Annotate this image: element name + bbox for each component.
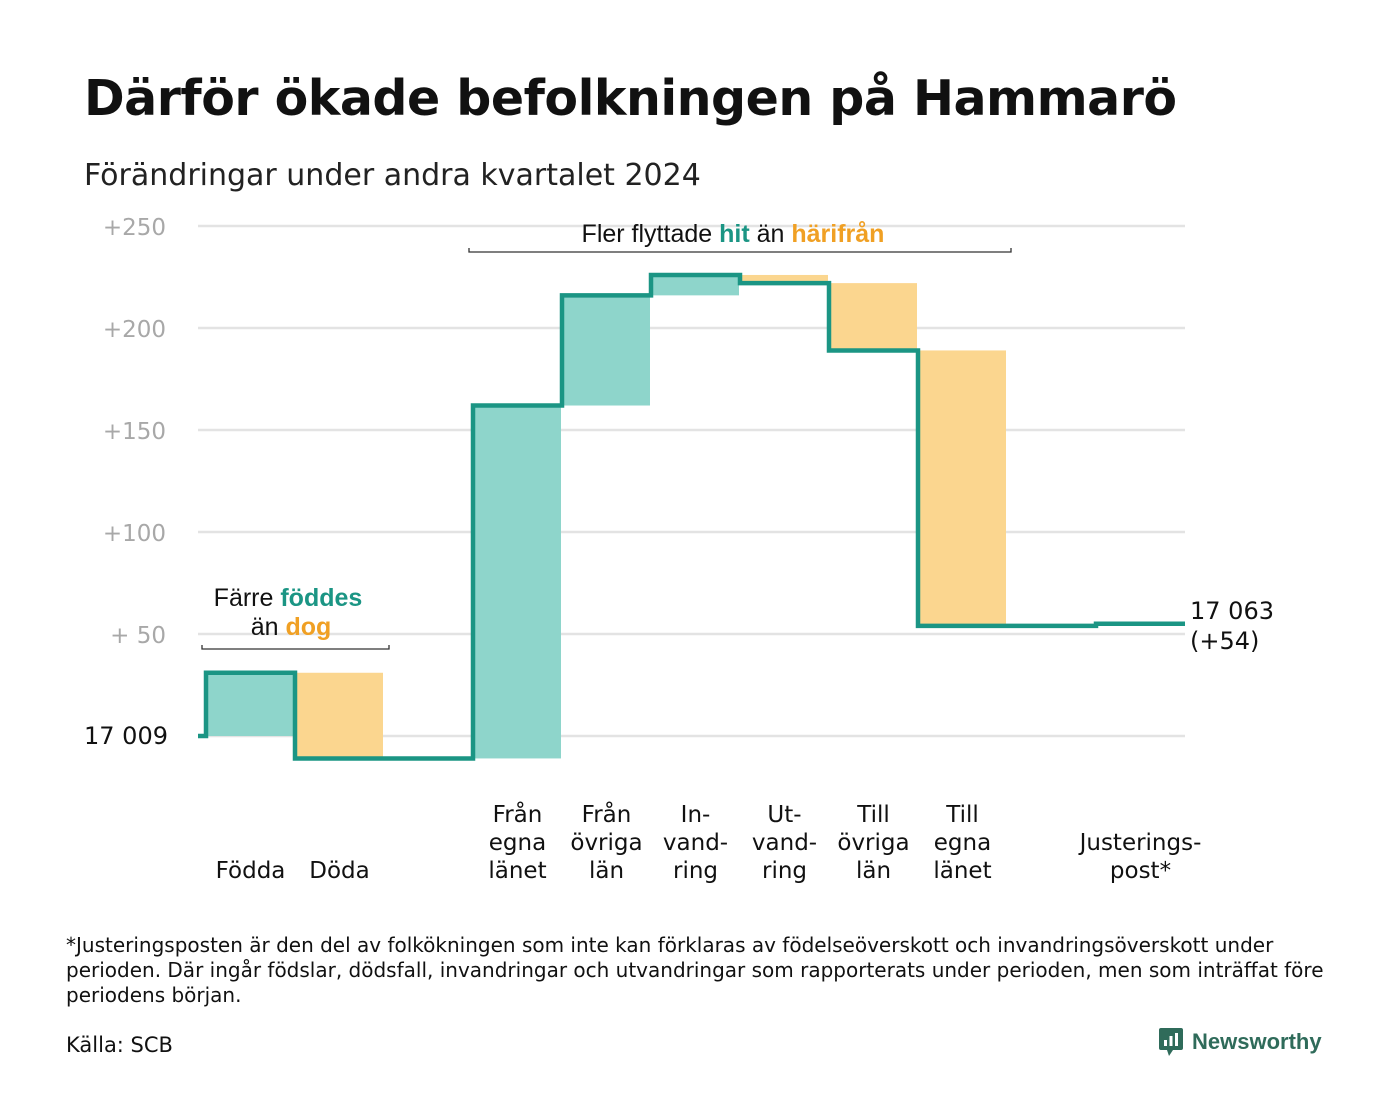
category-label: post* xyxy=(1110,858,1171,884)
annotation-moves: Fler flyttade hit än härifrån xyxy=(582,220,885,248)
category-label: egna xyxy=(489,830,546,856)
annotation-highlight-orange: härifrån xyxy=(791,220,884,248)
category-label: ring xyxy=(762,858,807,884)
newsworthy-logo-icon xyxy=(1159,1028,1183,1056)
waterfall-bar xyxy=(296,672,383,759)
annotation-births-line1: Färre föddes xyxy=(214,584,363,612)
y-tick-label: +150 xyxy=(103,419,166,445)
waterfall-bar xyxy=(563,295,650,406)
annotation-highlight-teal: hit xyxy=(719,220,750,248)
category-label: Ut- xyxy=(767,802,801,828)
cumulative-step-line xyxy=(198,272,1185,761)
category-label: län xyxy=(589,858,624,884)
waterfall-bar xyxy=(830,283,917,351)
y-tick-label: +200 xyxy=(103,317,166,343)
waterfall-bar xyxy=(207,672,294,736)
annotation-text: än xyxy=(750,220,792,248)
footnote: *Justeringsposten är den del av folkökni… xyxy=(66,933,1324,1007)
category-label: Till xyxy=(945,802,979,828)
category-label: egna xyxy=(934,830,991,856)
category-label: ring xyxy=(673,858,718,884)
category-label: vand- xyxy=(752,830,817,856)
annotation-moves-bracket xyxy=(468,248,1012,253)
annotation-births-bracket xyxy=(201,645,390,650)
start-value-label: 17 009 xyxy=(84,722,168,750)
annotation-highlight-teal: föddes xyxy=(280,584,362,612)
waterfall-bar xyxy=(919,350,1006,626)
category-label: länet xyxy=(488,858,546,884)
annotation-text: Färre xyxy=(214,584,281,612)
category-label: övriga xyxy=(837,830,909,856)
category-label: Från xyxy=(493,800,543,828)
category-label: Födda xyxy=(216,858,286,884)
category-label: In- xyxy=(681,802,711,828)
y-tick-label: + 50 xyxy=(110,623,166,649)
annotation-highlight-orange: dog xyxy=(285,613,331,641)
y-tick-label: +250 xyxy=(103,215,166,241)
category-label: Till xyxy=(856,802,890,828)
brand-logo: Newsworthy xyxy=(1158,1027,1322,1057)
y-tick-label: +100 xyxy=(103,521,166,547)
category-label: länet xyxy=(933,858,991,884)
chart-subtitle: Förändringar under andra kvartalet 2024 xyxy=(84,158,701,193)
category-label: vand- xyxy=(663,830,728,856)
waterfall-bar xyxy=(652,274,739,296)
category-label: Döda xyxy=(309,858,369,884)
category-label: Från xyxy=(582,800,632,828)
waterfall-bar xyxy=(741,274,828,284)
end-change-label: (+54) xyxy=(1190,627,1259,655)
annotation-births-line2: än dog xyxy=(251,613,332,641)
waterfall-chart: +250 +200 +150 +100 + 50 17 009 17 063(+54) Föd… xyxy=(84,215,1274,884)
annotation-text: än xyxy=(251,613,286,641)
waterfall-bar xyxy=(474,405,561,759)
category-label: Justerings- xyxy=(1078,830,1202,856)
category-label: län xyxy=(856,858,891,884)
source-note: Källa: SCB xyxy=(66,1033,173,1057)
category-label: övriga xyxy=(570,830,642,856)
brand-name: Newsworthy xyxy=(1192,1029,1322,1054)
chart-title: Därför ökade befolkningen på Hammarö xyxy=(84,70,1177,127)
annotation-text: Fler flyttade xyxy=(582,220,720,248)
end-value-label: 17 063 xyxy=(1190,597,1274,625)
